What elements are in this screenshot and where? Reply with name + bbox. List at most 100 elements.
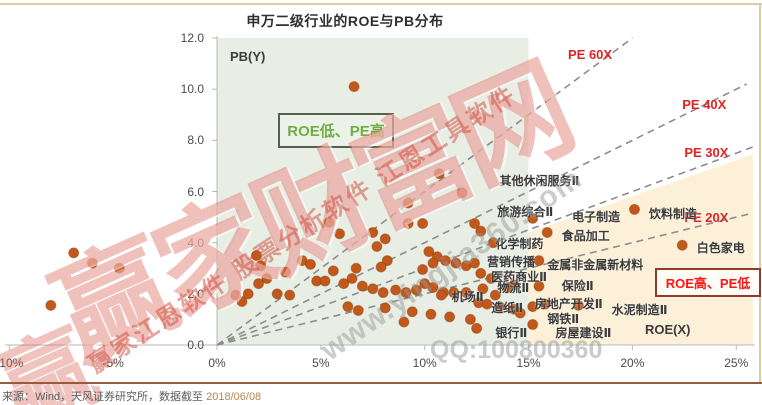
industry-label: 房屋建设Ⅱ	[555, 326, 612, 341]
data-point	[475, 267, 487, 279]
pe-line-label: PE 30X	[684, 145, 729, 161]
region-roe-high-pe-low	[528, 154, 753, 345]
data-point	[338, 278, 350, 290]
data-point	[348, 81, 360, 93]
data-point	[371, 241, 383, 253]
data-point	[261, 272, 273, 284]
industry-label: 食品加工	[561, 229, 610, 243]
data-point	[417, 264, 429, 276]
y-tick-label: 6.0	[187, 184, 204, 199]
data-point	[230, 289, 242, 301]
pe-line-label: PE 20X	[684, 210, 729, 226]
data-point	[676, 239, 688, 251]
data-point	[68, 247, 80, 259]
data-point	[379, 302, 391, 314]
data-point	[628, 203, 640, 215]
data-point	[475, 225, 487, 237]
data-point	[271, 288, 283, 300]
data-point	[425, 308, 437, 320]
x-tick-label: 15%	[516, 356, 541, 370]
x-tick-label: -10%	[0, 356, 24, 370]
data-point	[381, 255, 393, 267]
industry-label: 金属非金属新材料	[547, 258, 644, 273]
data-point	[419, 278, 431, 290]
data-point	[379, 233, 391, 245]
data-point	[367, 283, 379, 295]
data-point	[456, 187, 468, 199]
source-date: 2018/06/08	[206, 391, 262, 403]
data-point	[45, 299, 57, 311]
industry-label: 房地产开发Ⅱ	[534, 296, 603, 311]
data-point	[423, 246, 435, 258]
data-point	[460, 287, 472, 299]
data-point	[477, 283, 489, 295]
data-point	[439, 255, 451, 267]
x-tick-label: -5%	[102, 356, 124, 370]
data-point	[398, 316, 410, 328]
data-point	[469, 257, 481, 269]
pe-line-label: PE 40X	[682, 96, 727, 112]
footer-divider	[0, 382, 762, 384]
data-point	[406, 306, 418, 318]
data-point	[402, 197, 414, 209]
industry-label: 营销传播	[487, 254, 536, 269]
data-point	[342, 301, 354, 313]
industry-label: 钢铁Ⅱ	[547, 312, 580, 327]
data-point	[471, 322, 483, 334]
data-point	[367, 226, 379, 238]
industry-label: 旅游综合Ⅱ	[497, 204, 554, 219]
data-point	[464, 313, 476, 325]
data-point	[113, 262, 125, 274]
data-point	[533, 255, 545, 267]
data-point	[296, 255, 308, 267]
industry-label: 白色家电	[696, 240, 745, 255]
y-tick-label: 2.0	[187, 286, 204, 301]
data-point	[346, 272, 358, 284]
chart-title: 申万二级行业的ROE与PB分布	[246, 13, 444, 29]
data-point	[253, 278, 265, 290]
x-tick-label: 10%	[412, 356, 437, 370]
data-point	[323, 216, 335, 228]
data-point	[450, 257, 462, 269]
data-point	[487, 237, 499, 249]
data-point	[250, 249, 262, 261]
industry-label: 化学制药	[495, 236, 544, 251]
data-point	[390, 284, 402, 296]
data-point	[485, 272, 497, 284]
data-point	[427, 281, 439, 293]
data-point	[508, 279, 520, 291]
data-point	[541, 226, 553, 238]
pe-line-label: PE 60X	[568, 46, 613, 62]
industry-label: 饮料制造	[649, 207, 698, 222]
x-tick-label: 5%	[312, 356, 330, 370]
data-point	[375, 261, 387, 273]
industry-label: 医药商业Ⅱ	[491, 269, 548, 284]
data-point	[400, 287, 412, 299]
data-point	[427, 257, 439, 269]
industry-label: 水泥制造Ⅱ	[611, 303, 668, 318]
data-point	[527, 212, 539, 224]
data-point	[284, 289, 296, 301]
industry-label: 银行Ⅱ	[495, 326, 528, 341]
data-point	[356, 280, 368, 292]
data-point	[377, 287, 389, 299]
data-point	[304, 258, 316, 270]
data-point	[527, 319, 539, 331]
data-point	[433, 168, 445, 180]
zone-label-text: ROE高、PE低	[665, 276, 751, 291]
data-point	[319, 275, 331, 287]
y-tick-label: 0.0	[187, 338, 204, 352]
data-point	[539, 298, 551, 310]
data-point	[334, 228, 346, 240]
y-tick-label: 10.0	[180, 82, 204, 97]
x-tick-label: 0%	[208, 356, 226, 370]
x-axis-title: ROE(X)	[645, 322, 691, 337]
data-point	[410, 284, 422, 296]
x-tick-label: 20%	[620, 356, 645, 370]
y-tick-label: 12.0	[180, 31, 204, 46]
y-tick-label: 4.0	[187, 235, 204, 250]
x-tick-label: 25%	[724, 356, 749, 370]
data-point	[481, 298, 493, 310]
industry-label: 机场Ⅱ	[451, 290, 484, 305]
